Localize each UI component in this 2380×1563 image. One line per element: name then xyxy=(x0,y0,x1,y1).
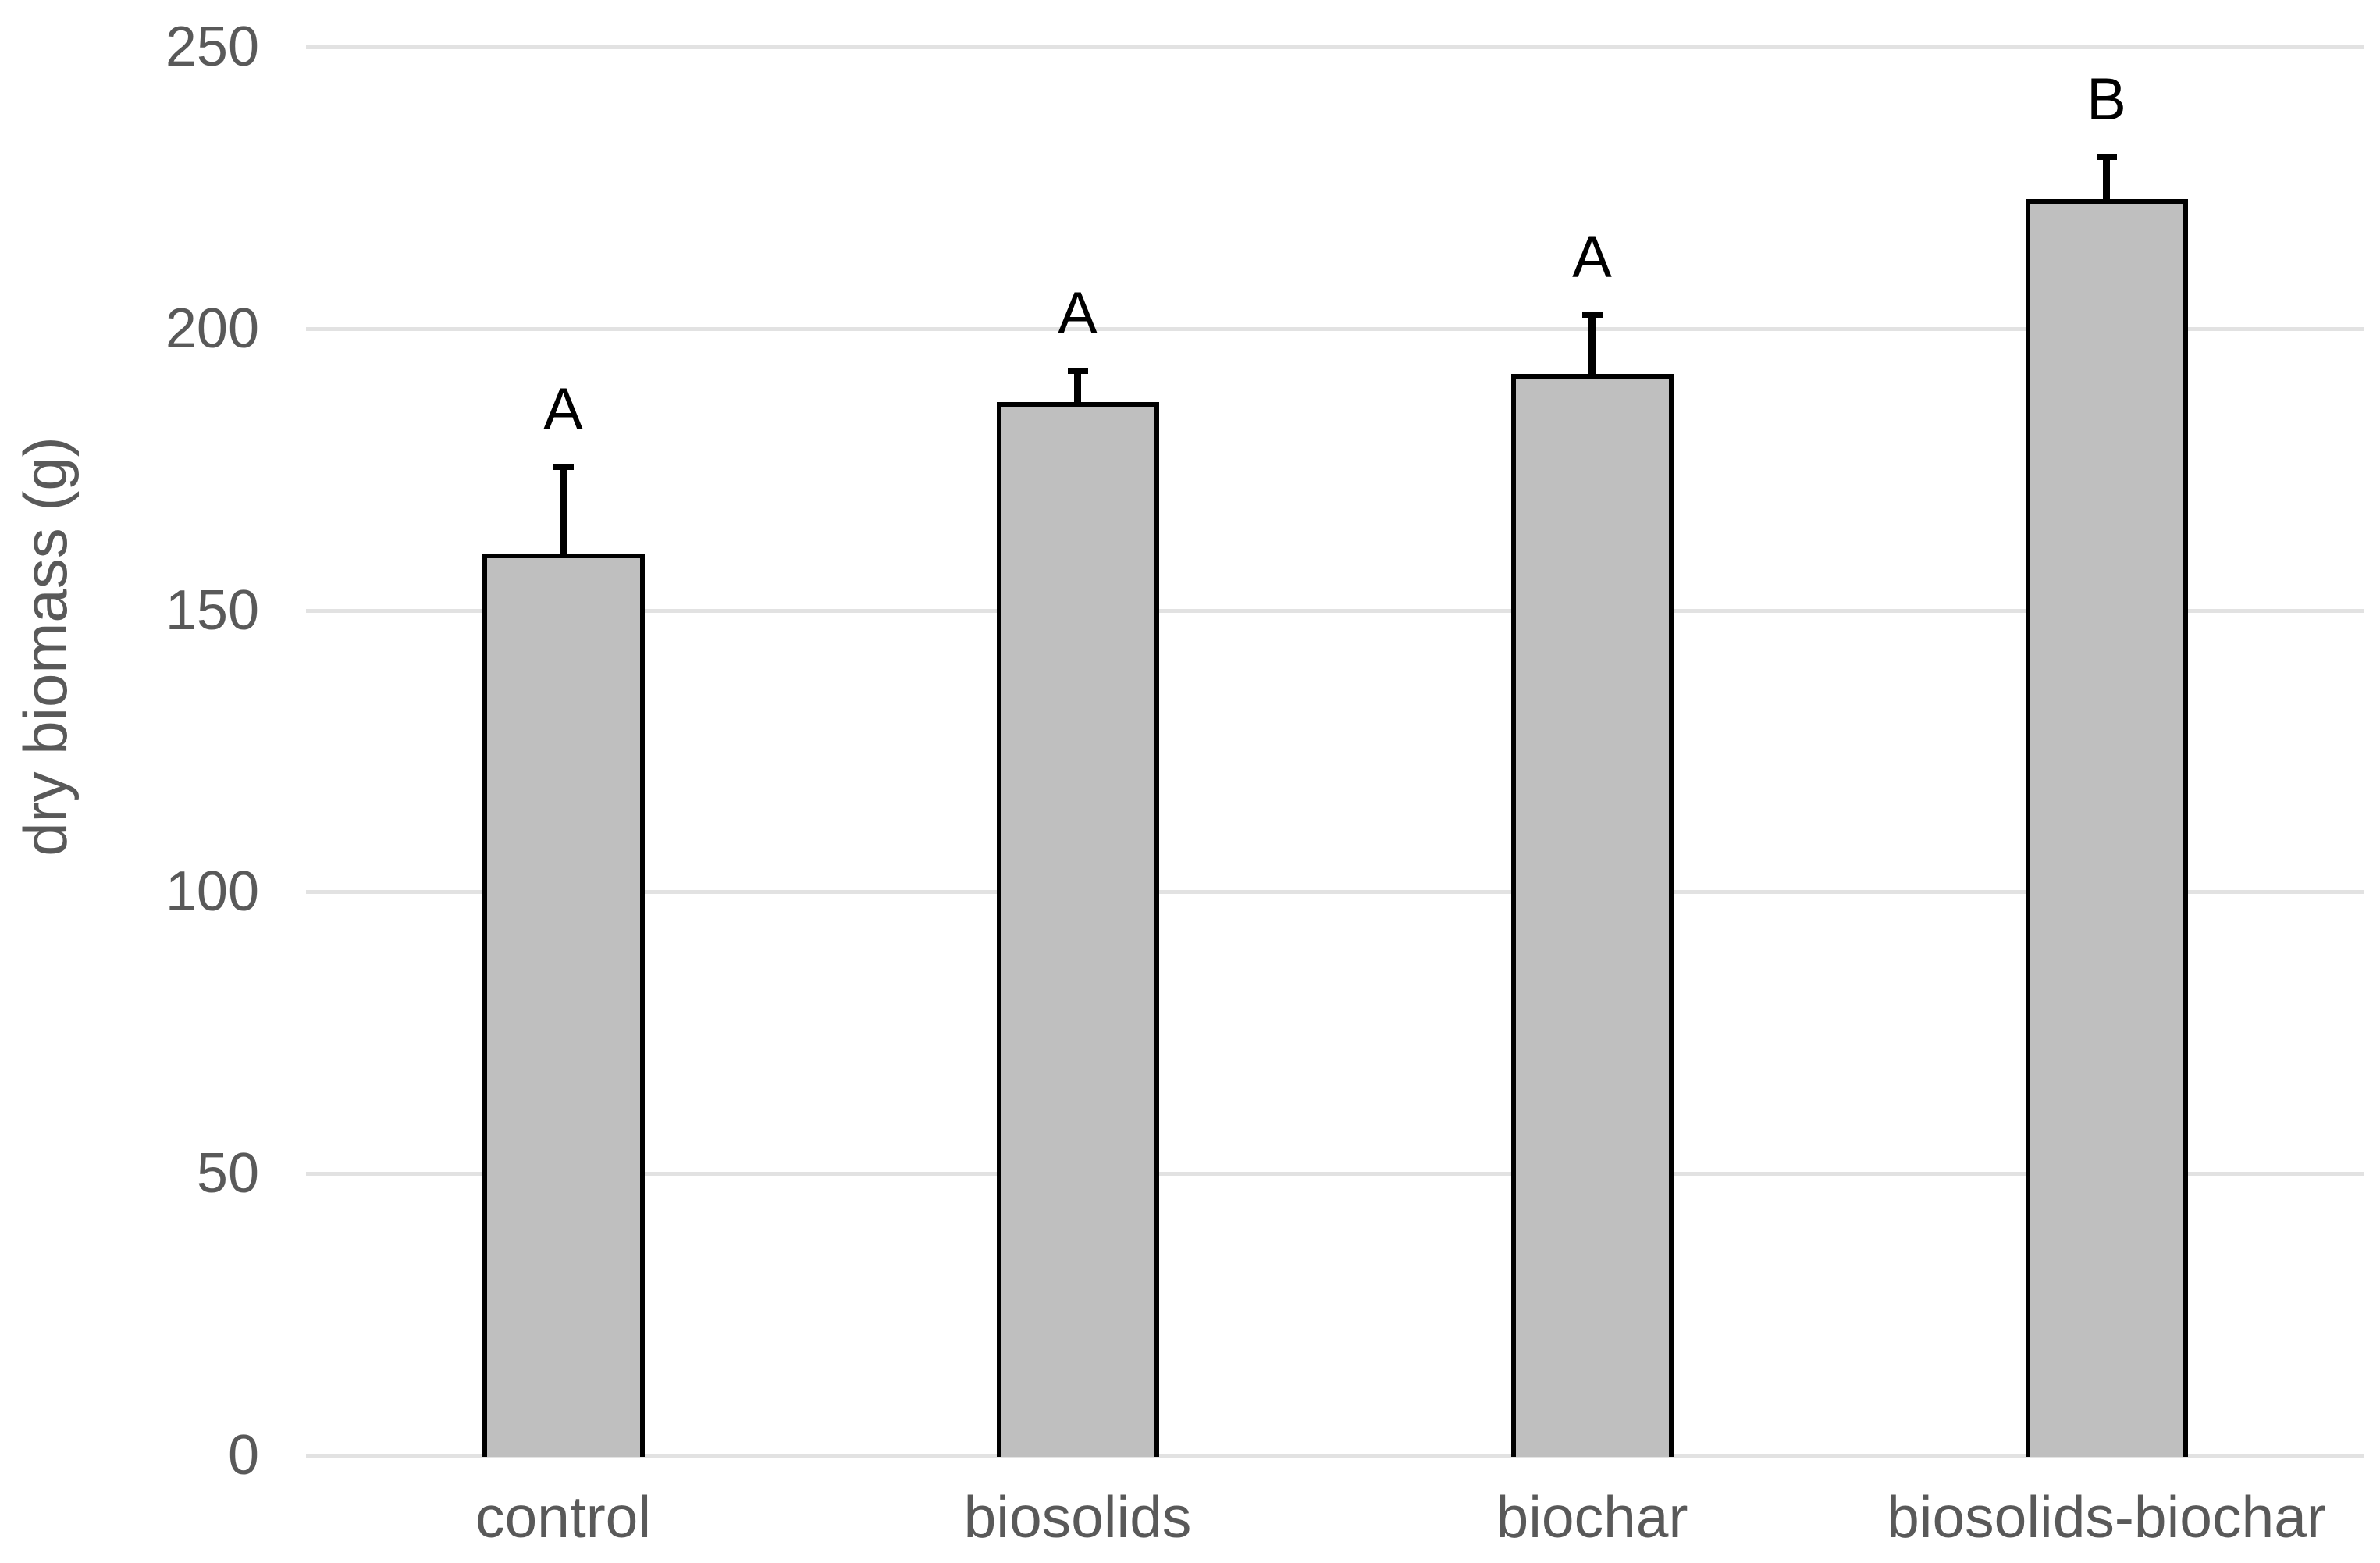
gridline xyxy=(306,890,2364,895)
gridline xyxy=(306,1454,2364,1458)
x-category-label: control xyxy=(475,1484,652,1550)
y-tick-label: 100 xyxy=(165,860,259,924)
significance-letter: B xyxy=(2087,66,2126,133)
y-tick-label: 250 xyxy=(165,16,259,78)
error-bar-cap xyxy=(553,463,574,470)
error-bar-stem xyxy=(1588,315,1596,379)
bar xyxy=(996,401,1159,1457)
gridline xyxy=(306,45,2364,49)
significance-letter: A xyxy=(1058,279,1098,347)
error-bar-stem xyxy=(560,466,567,559)
y-tick-label: 150 xyxy=(165,579,259,642)
bar xyxy=(482,554,645,1457)
gridline xyxy=(306,608,2364,613)
y-tick-label: 200 xyxy=(165,297,259,360)
y-tick-label: 0 xyxy=(227,1424,259,1486)
error-bar-cap xyxy=(2096,154,2117,161)
y-tick-label: 50 xyxy=(196,1142,259,1205)
significance-letter: A xyxy=(1572,223,1612,290)
gridline xyxy=(306,326,2364,331)
bar xyxy=(2025,198,2188,1457)
error-bar-cap xyxy=(1581,312,1603,319)
error-bar-cap xyxy=(1067,368,1088,375)
x-category-label: biosolids-biochar xyxy=(1887,1484,2326,1550)
bar xyxy=(1510,373,1674,1457)
gridline xyxy=(306,1172,2364,1177)
error-bar-stem xyxy=(2103,157,2110,204)
x-category-label: biosolids xyxy=(963,1484,1192,1550)
y-axis-title: dry biomass (g) xyxy=(11,436,80,856)
x-category-label: biochar xyxy=(1496,1484,1688,1550)
significance-letter: A xyxy=(543,376,583,443)
error-bar-stem xyxy=(1074,371,1081,407)
